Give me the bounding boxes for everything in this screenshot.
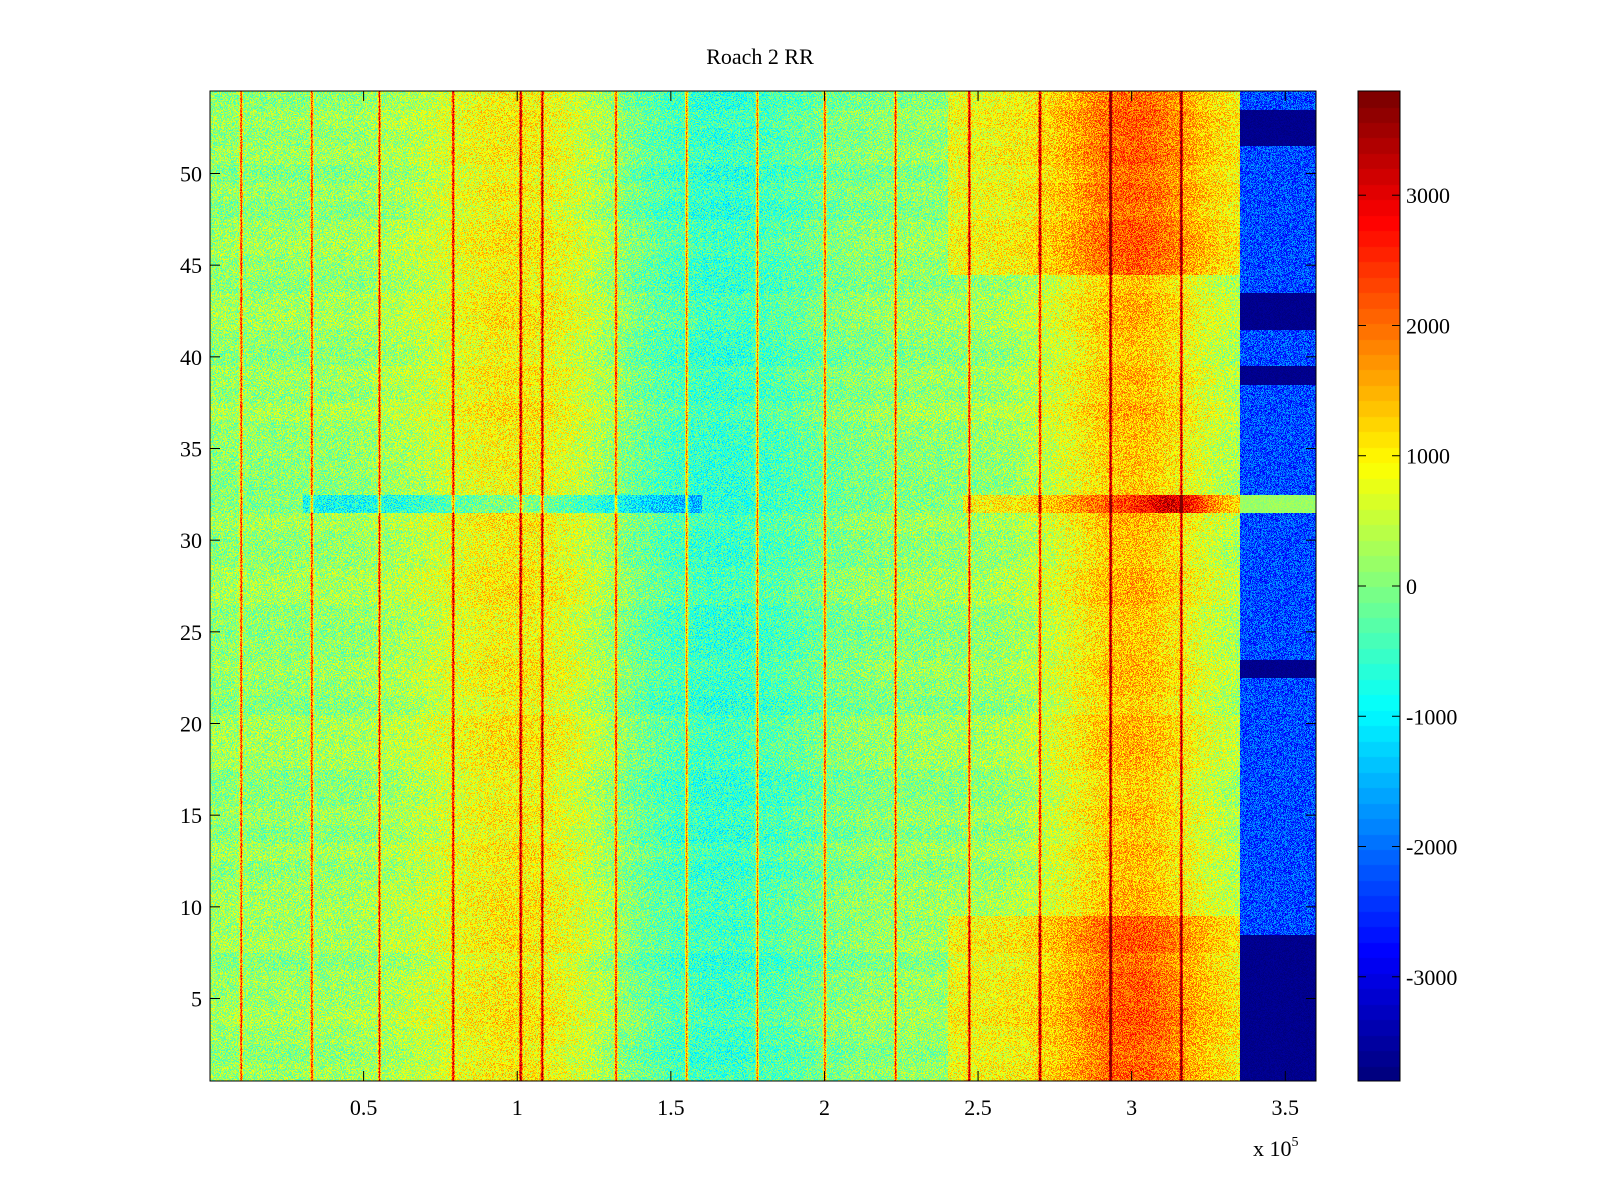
y-tick-label: 10 bbox=[180, 895, 202, 920]
colorbar-axes: -3000 -2000 -1000 0 1000 2000 3000 bbox=[1357, 90, 1457, 1082]
y-tick-label: 25 bbox=[180, 620, 202, 645]
y-tick-label: 40 bbox=[180, 345, 202, 370]
x-multiplier-prefix: x 10 bbox=[1253, 1136, 1292, 1161]
heatmap-image bbox=[210, 91, 1316, 1081]
x-tick-label: 1 bbox=[512, 1095, 523, 1120]
colorbar-tick-label: 1000 bbox=[1406, 444, 1450, 469]
x-tick-label: 2.5 bbox=[964, 1095, 992, 1120]
y-tick-label: 5 bbox=[191, 987, 202, 1012]
colorbar-tick-label: -1000 bbox=[1406, 704, 1457, 729]
heatmap-frame bbox=[209, 90, 1317, 1082]
y-tick-label: 50 bbox=[180, 162, 202, 187]
y-tick-label: 20 bbox=[180, 712, 202, 737]
x-multiplier-exponent: 5 bbox=[1291, 1134, 1299, 1150]
colorbar-tick-label: 0 bbox=[1406, 574, 1417, 599]
x-tick-label: 0.5 bbox=[350, 1095, 378, 1120]
colorbar-tick-label: 2000 bbox=[1406, 313, 1450, 338]
heatmap-axes: 0.5 1 1.5 2 2.5 3 3.5 5 10 15 20 25 30 35 40 45 50 bbox=[180, 90, 1317, 1120]
x-tick-label: 3 bbox=[1126, 1095, 1137, 1120]
y-tick-label: 15 bbox=[180, 803, 202, 828]
colorbar-tick-label: 3000 bbox=[1406, 183, 1450, 208]
x-tick-label: 2 bbox=[819, 1095, 830, 1120]
x-tick-label: 3.5 bbox=[1272, 1095, 1300, 1120]
y-tick-label: 45 bbox=[180, 253, 202, 278]
colorbar-tick-label: -3000 bbox=[1406, 965, 1457, 990]
y-tick-label: 35 bbox=[180, 437, 202, 462]
x-tick-label: 1.5 bbox=[657, 1095, 685, 1120]
chart-title: Roach 2 RR bbox=[706, 44, 814, 69]
x-axis-multiplier: x 105 bbox=[1253, 1134, 1299, 1162]
colorbar-tick-label: -2000 bbox=[1406, 835, 1457, 860]
y-tick-label: 30 bbox=[180, 528, 202, 553]
